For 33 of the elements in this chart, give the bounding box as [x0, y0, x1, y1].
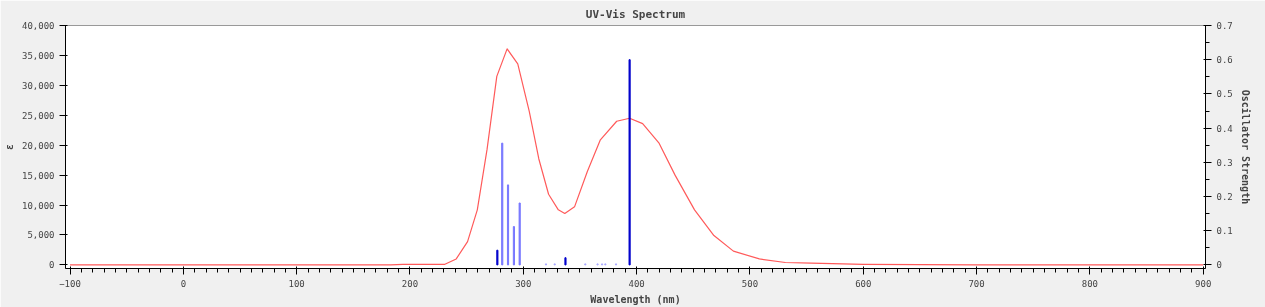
- y2-tick-label: 0.1: [1216, 226, 1233, 237]
- y-tick-label: 30,000: [21, 80, 55, 91]
- x-tick-label: 600: [855, 278, 872, 289]
- x-axis-title: Wavelength (nm): [590, 293, 681, 305]
- y-tick-label: 15,000: [21, 170, 55, 181]
- x-tick-label: 800: [1081, 278, 1099, 289]
- y2-tick-label: 0.3: [1216, 157, 1233, 168]
- y2-tick-label: 0.4: [1216, 123, 1233, 134]
- y2-tick-label: 0.7: [1216, 21, 1233, 31]
- y2-tick-label: 0.5: [1216, 89, 1233, 100]
- y2-tick-label: 0.6: [1216, 55, 1233, 66]
- x-tick-label: 300: [515, 278, 532, 289]
- x-tick-label: 700: [968, 278, 985, 289]
- x-tick-label: 100: [288, 278, 305, 289]
- x-tick-label: −100: [59, 278, 81, 289]
- y-tick-label: 25,000: [21, 110, 55, 121]
- x-tick-label: 0: [180, 278, 187, 289]
- y-axis-title: ε: [3, 143, 15, 151]
- y2-axis-title: Oscillator Strength: [1239, 89, 1251, 205]
- x-tick-label: 500: [741, 278, 759, 289]
- y-tick-label: 35,000: [21, 50, 55, 61]
- chart-title: UV-Vis Spectrum: [585, 7, 686, 21]
- y2-tick-label: 0.2: [1216, 192, 1233, 203]
- line-series: [69, 48, 1204, 266]
- y2-tick-label: 0: [1216, 260, 1222, 271]
- y-tick-label: 20,000: [21, 140, 55, 151]
- y-tick-label: 0: [49, 260, 55, 271]
- x-tick-label: 200: [401, 278, 419, 289]
- y-tick-label: 40,000: [21, 21, 55, 31]
- x-tick-label: 900: [1195, 278, 1212, 289]
- y-tick-label: 10,000: [21, 200, 55, 211]
- y-tick-label: 5,000: [27, 230, 55, 241]
- x-tick-label: 400: [628, 278, 645, 289]
